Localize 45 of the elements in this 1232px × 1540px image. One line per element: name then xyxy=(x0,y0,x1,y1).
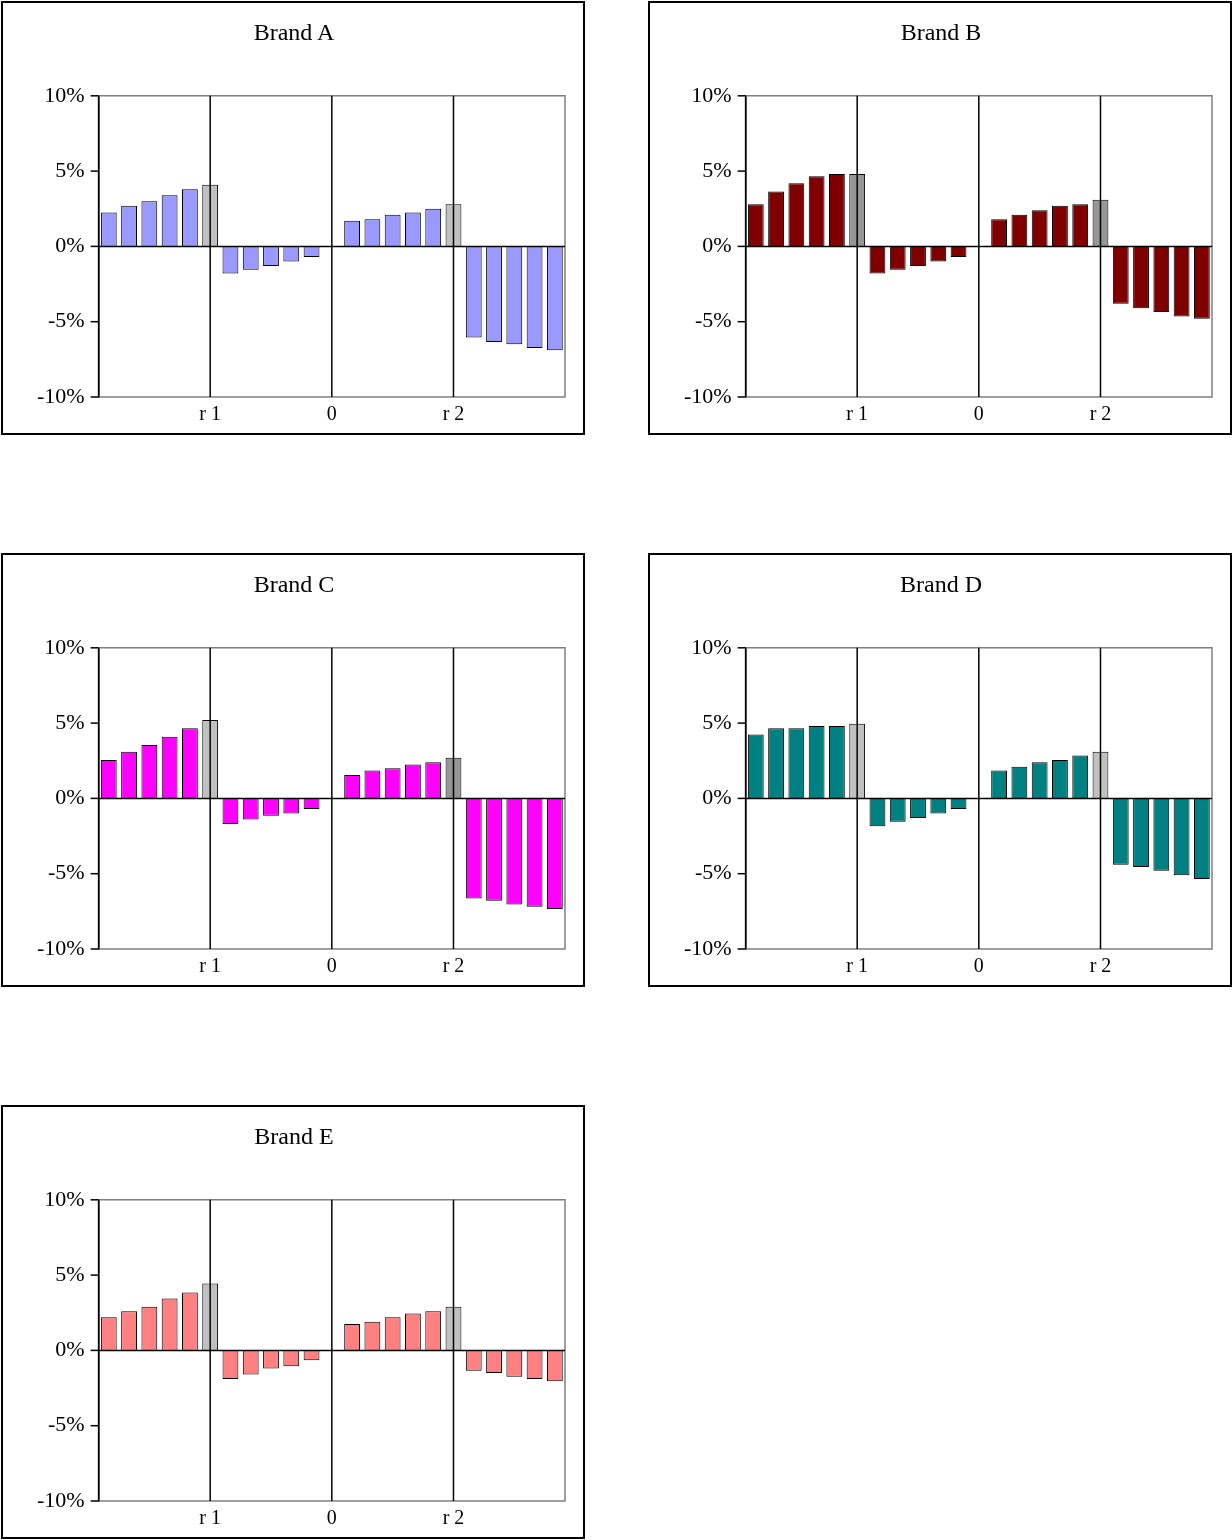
y-tick-label: -10% xyxy=(684,934,732,960)
y-tick-label: 5% xyxy=(55,1260,85,1286)
x-tick-label: r 2 xyxy=(442,1506,465,1529)
x-tick-label: r 1 xyxy=(846,402,869,425)
y-tick-label: 5% xyxy=(702,156,732,182)
x-tick-label: r 2 xyxy=(442,402,465,425)
y-tick-label: -5% xyxy=(48,1411,85,1437)
x-tick-label: r 2 xyxy=(1089,954,1112,977)
y-tick-label: -10% xyxy=(37,382,85,408)
y-tick-label: -5% xyxy=(695,307,732,333)
y-tick-label: 10% xyxy=(691,633,732,659)
y-tick-label: 0% xyxy=(55,1336,85,1362)
x-tick-label: 0 xyxy=(973,402,984,425)
y-tick-label: 0% xyxy=(702,232,732,258)
y-tick-label: 10% xyxy=(44,1185,85,1211)
x-tick-label: 0 xyxy=(326,954,337,977)
y-tick-label: -5% xyxy=(48,307,85,333)
chart-title: Brand C xyxy=(253,570,335,597)
y-tick-label: 5% xyxy=(55,156,85,182)
x-tick-label: r 1 xyxy=(846,954,869,977)
y-tick-label: -10% xyxy=(684,382,732,408)
x-tick-label: 0 xyxy=(973,954,984,977)
x-tick-label: r 1 xyxy=(199,954,222,977)
y-tick-label: 0% xyxy=(702,784,732,810)
y-tick-label: 5% xyxy=(702,708,732,734)
y-tick-label: -5% xyxy=(695,859,732,885)
y-tick-label: -10% xyxy=(37,934,85,960)
x-tick-label: r 1 xyxy=(199,402,222,425)
chart-title: Brand B xyxy=(900,18,982,45)
y-tick-label: 10% xyxy=(44,633,85,659)
chart-title: Brand E xyxy=(254,1122,334,1149)
x-tick-label: 0 xyxy=(326,402,337,425)
x-tick-label: 0 xyxy=(326,1506,337,1529)
chart-title: Brand A xyxy=(253,18,335,45)
chart-title: Brand D xyxy=(900,570,982,597)
y-tick-label: 10% xyxy=(44,81,85,107)
y-tick-label: -5% xyxy=(48,859,85,885)
y-tick-label: 5% xyxy=(55,708,85,734)
y-tick-label: 0% xyxy=(55,232,85,258)
y-tick-label: 10% xyxy=(691,81,732,107)
y-tick-label: -10% xyxy=(37,1486,85,1512)
x-tick-label: r 2 xyxy=(442,954,465,977)
y-tick-label: 0% xyxy=(55,784,85,810)
x-tick-label: r 1 xyxy=(199,1506,222,1529)
x-tick-label: r 2 xyxy=(1089,402,1112,425)
